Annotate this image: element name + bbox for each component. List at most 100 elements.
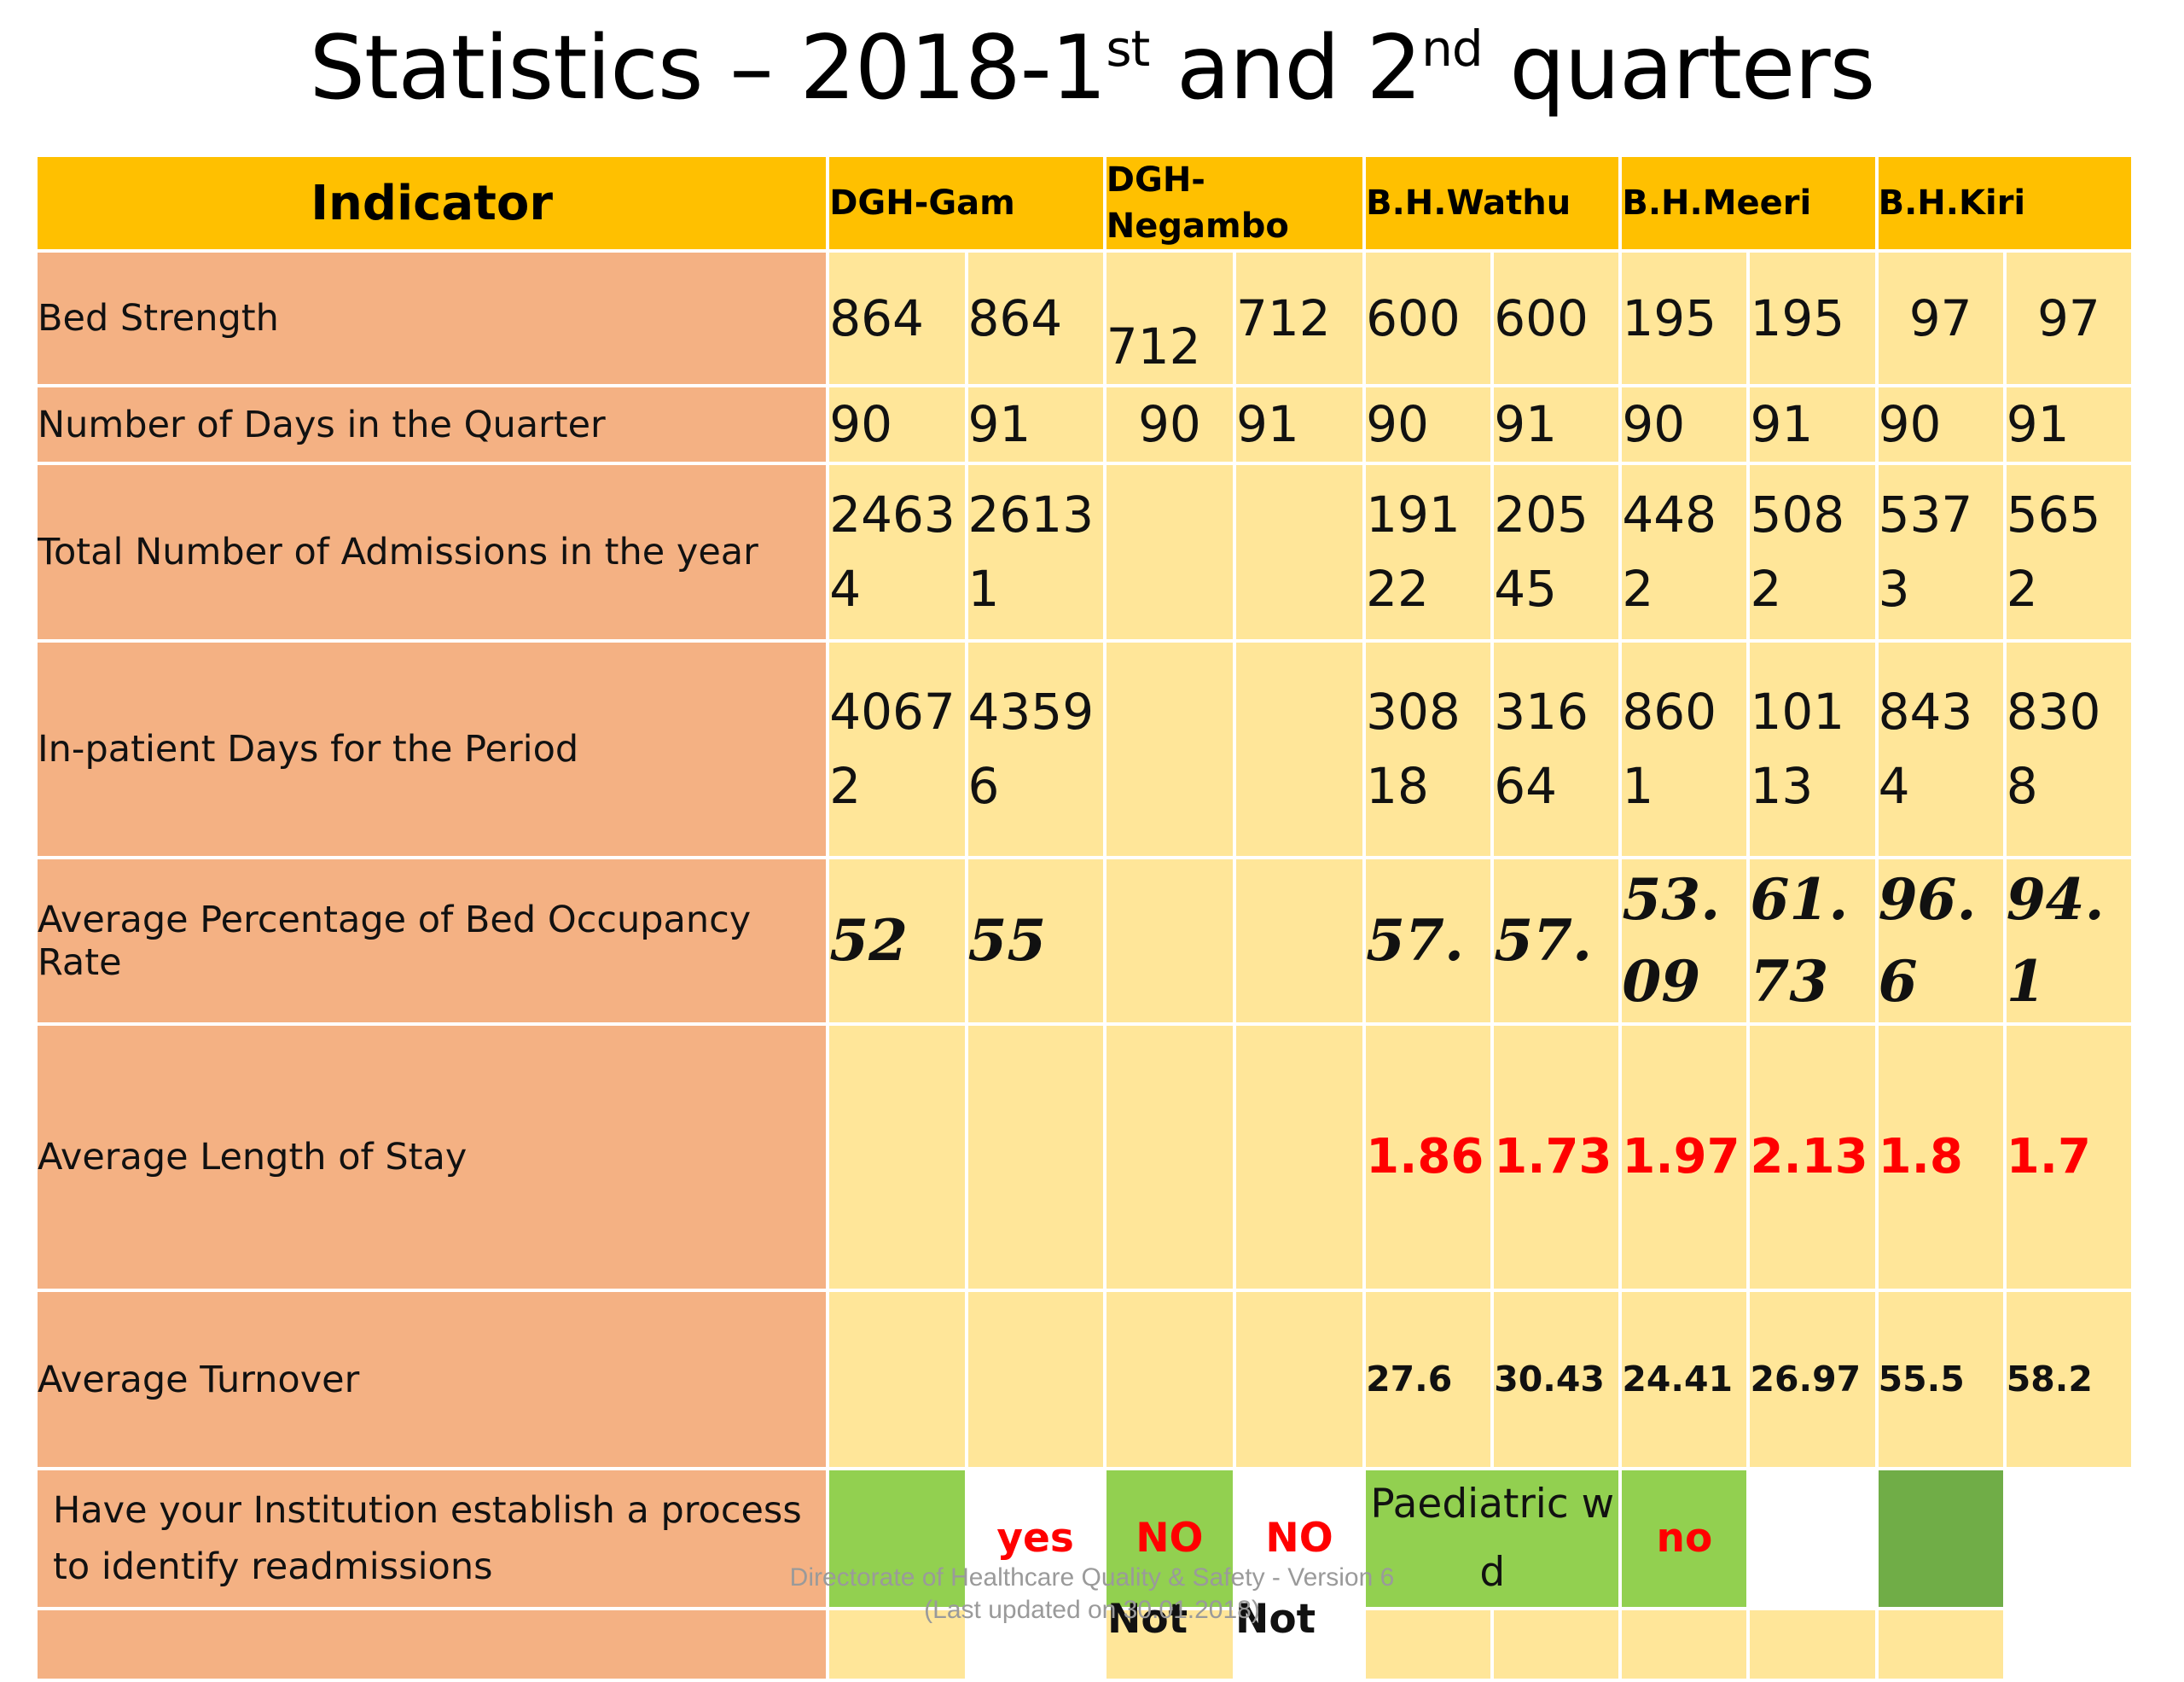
table-cell — [1874, 1467, 2007, 1611]
table-cell: 91 — [964, 384, 1107, 465]
table-cell — [1232, 1289, 1367, 1471]
header-bh-wathu: B.H.Wathu — [1362, 154, 1623, 253]
table-row: Average Turnover 27.6 30.43 24.41 26.97 … — [33, 1289, 2135, 1471]
table-cell — [826, 1022, 968, 1293]
table-cell: Paediatric wd — [1362, 1467, 1623, 1611]
table-cell: 55.5 — [1874, 1289, 2007, 1471]
table-cell: 1.8 — [1874, 1022, 2007, 1293]
table-cell: 52 — [826, 855, 968, 1027]
table-cell: 864 — [826, 249, 968, 387]
table-cell: 864 — [964, 249, 1107, 387]
partial-cell-text: Not — [1235, 1596, 1316, 1643]
table-cell — [1232, 855, 1367, 1027]
page-title: Statistics – 2018-1st and 2nd quarters — [309, 17, 1876, 119]
table-cell: 1.7 — [2002, 1022, 2135, 1293]
table-cell — [1102, 462, 1236, 643]
table-cell: 96.6 — [1874, 855, 2007, 1027]
table-row: Bed Strength 864 864 712 712 600 600 195… — [33, 249, 2135, 387]
footer-text: Directorate of Healthcare Quality & Safe… — [789, 1563, 1395, 1592]
table-cell: 30.43 — [1490, 1289, 1623, 1471]
table-cell — [2002, 1467, 2135, 1611]
table-row: In-patient Days for the Period 40672 435… — [33, 639, 2135, 859]
table-cell: 90 — [1102, 384, 1236, 465]
table-cell: 19122 — [1362, 462, 1495, 643]
table-row: Average Length of Stay 1.86 1.73 1.97 2.… — [33, 1022, 2135, 1293]
table-cell: 600 — [1362, 249, 1495, 387]
table-cell: 8308 — [2002, 639, 2135, 859]
row-label: Have your Institution establish a proces… — [33, 1467, 830, 1611]
table-cell: 26131 — [964, 462, 1107, 643]
header-bh-kiri: B.H.Kiri — [1874, 154, 2135, 253]
table-cell — [1102, 855, 1236, 1027]
table-cell: 40672 — [826, 639, 968, 859]
footer-updated: (Last updated on 30.01.2018) — [924, 1596, 1260, 1624]
header-bh-meeri: B.H.Meeri — [1618, 154, 1879, 253]
header-dgh-negambo: DGH- Negambo — [1102, 154, 1367, 253]
table-cell: 90 — [1618, 384, 1751, 465]
table-cell: 5652 — [2002, 462, 2135, 643]
table-cell: 43596 — [964, 639, 1107, 859]
table-cell — [826, 1289, 968, 1471]
table-cell: 90 — [1362, 384, 1495, 465]
table-cell: 5082 — [1746, 462, 1879, 643]
row-label: Bed Strength — [33, 249, 830, 387]
table-row: Total Number of Admissions in the year 2… — [33, 462, 2135, 643]
table-cell — [964, 1289, 1107, 1471]
table-cell — [1232, 462, 1367, 643]
table-cell: 24.41 — [1618, 1289, 1751, 1471]
table-cell: 90 — [1874, 384, 2007, 465]
table-cell: 2.13 — [1746, 1022, 1879, 1293]
header-row: Indicator DGH-Gam DGH- Negambo B.H.Wathu … — [33, 154, 2135, 253]
partial-cell-text: Not — [1107, 1596, 1188, 1643]
table-cell: no — [1618, 1467, 1751, 1611]
table-row: Average Percentage of Bed Occupancy Rate… — [33, 855, 2135, 1027]
table-cell: 712 — [1232, 249, 1367, 387]
table-cell: yes — [964, 1467, 1107, 1611]
table-cell: 27.6 — [1362, 1289, 1495, 1471]
table-cell — [1102, 1022, 1236, 1293]
table-cell: 1.97 — [1618, 1022, 1751, 1293]
table-cell — [1746, 1467, 1879, 1611]
table-cell: 5373 — [1874, 462, 2007, 643]
table-cell: 61.73 — [1746, 855, 1879, 1027]
table-cell: 712 — [1102, 249, 1236, 387]
table-cell: 97 — [1874, 249, 2007, 387]
table-cell: 57. — [1490, 855, 1623, 1027]
header-dgh-gam: DGH-Gam — [826, 154, 1107, 253]
table-cell: 57. — [1362, 855, 1495, 1027]
table-cell: 1.86 — [1362, 1022, 1495, 1293]
table-cell — [964, 1022, 1107, 1293]
row-label: Average Length of Stay — [33, 1022, 830, 1293]
table-cell: 91 — [2002, 384, 2135, 465]
statistics-table: Indicator DGH-Gam DGH- Negambo B.H.Wathu … — [33, 154, 2135, 1682]
row-label: Total Number of Admissions in the year — [33, 462, 830, 643]
table-cell — [1232, 1022, 1367, 1293]
table-cell: 30818 — [1362, 639, 1495, 859]
table-cell: 20545 — [1490, 462, 1623, 643]
table-cell: 600 — [1490, 249, 1623, 387]
table-cell: 195 — [1618, 249, 1751, 387]
table-cell: 90 — [826, 384, 968, 465]
table-cell: 53.09 — [1618, 855, 1751, 1027]
table-cell: NO — [1232, 1467, 1367, 1611]
table-cell: 91 — [1232, 384, 1367, 465]
table-cell: 24634 — [826, 462, 968, 643]
table-cell: 8601 — [1618, 639, 1751, 859]
row-label: Average Percentage of Bed Occupancy Rate — [33, 855, 830, 1027]
table-cell: 94.1 — [2002, 855, 2135, 1027]
row-label: Average Turnover — [33, 1289, 830, 1471]
table-cell: 55 — [964, 855, 1107, 1027]
table-cell: 1.73 — [1490, 1022, 1623, 1293]
table-cell: 91 — [1490, 384, 1623, 465]
header-indicator: Indicator — [33, 154, 830, 253]
table-cell: 31664 — [1490, 639, 1623, 859]
table-cell: 4482 — [1618, 462, 1751, 643]
table-cell: 26.97 — [1746, 1289, 1879, 1471]
row-label: Number of Days in the Quarter — [33, 384, 830, 465]
table-cell: 58.2 — [2002, 1289, 2135, 1471]
table-cell: NO — [1102, 1467, 1236, 1611]
table-cell: 8434 — [1874, 639, 2007, 859]
table-cell: 195 — [1746, 249, 1879, 387]
table-cell: 10113 — [1746, 639, 1879, 859]
table-row: Have your Institution establish a proces… — [33, 1467, 2135, 1611]
